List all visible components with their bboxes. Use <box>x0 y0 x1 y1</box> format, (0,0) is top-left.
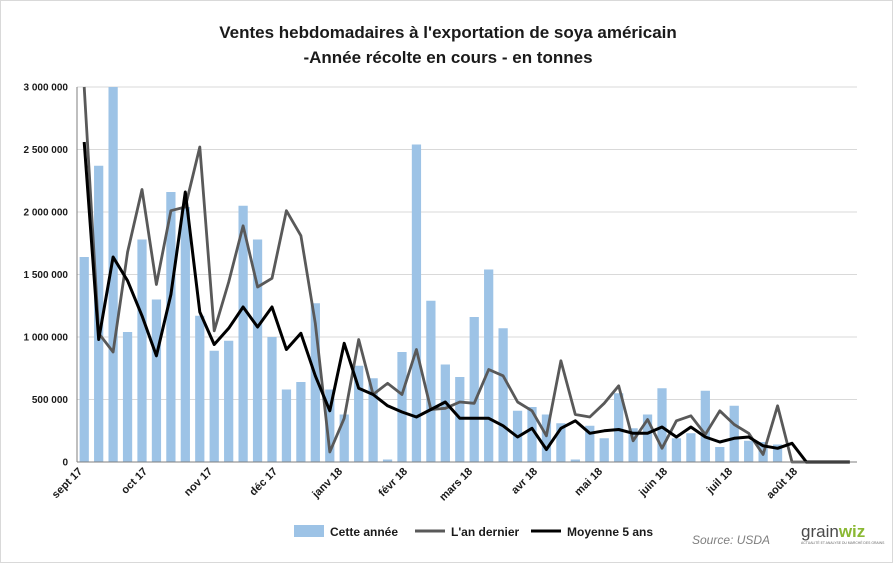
bar <box>151 299 162 462</box>
x-tick-label: oct 17 <box>119 466 150 497</box>
bar <box>744 440 754 462</box>
x-tick-label: mars 18 <box>437 466 475 504</box>
bar <box>585 425 595 462</box>
bar <box>411 144 422 462</box>
bar <box>339 414 349 462</box>
chart-title: Ventes hebdomadaires à l'exportation de … <box>219 23 677 42</box>
bar <box>108 87 118 462</box>
bars-cette-annee <box>79 87 783 462</box>
x-tick-label: déc 17 <box>247 466 280 499</box>
bar <box>484 269 494 462</box>
bar <box>469 317 479 462</box>
bar <box>180 207 190 462</box>
logo-tagline: ACTUALITÉ ET ANALYSE DU MARCHÉ DES GRAIN… <box>801 540 885 545</box>
bar <box>614 393 624 462</box>
x-tick-label: mai 18 <box>572 466 605 499</box>
x-tick-label: janv 18 <box>310 466 346 502</box>
line-moyenne-5-ans <box>82 141 850 464</box>
bar <box>671 438 682 462</box>
y-tick-label: 0 <box>62 458 68 469</box>
legend-label-cette-annee: Cette année <box>330 525 398 539</box>
bar <box>556 423 566 462</box>
bar <box>238 205 248 462</box>
y-tick-label: 1 000 000 <box>24 333 69 344</box>
bar <box>541 414 552 462</box>
gridlines <box>77 86 857 400</box>
x-tick-label: août 18 <box>764 466 800 502</box>
legend-label-moyenne-5-ans: Moyenne 5 ans <box>567 525 653 539</box>
axes <box>76 87 857 463</box>
bar <box>354 365 364 462</box>
bar <box>440 364 450 462</box>
x-tick-label: juil 18 <box>704 466 735 497</box>
x-tick-label: févr 18 <box>377 466 411 500</box>
bar <box>137 239 147 462</box>
bar <box>642 414 653 462</box>
bar <box>527 407 537 462</box>
bar <box>281 389 292 462</box>
bar <box>122 332 133 462</box>
x-axis-ticks: sept 17 oct 17 nov 17 déc 17 janv 18 févr 18 m… <box>50 466 800 504</box>
x-tick-label: avr 18 <box>509 466 540 497</box>
bar <box>657 388 667 462</box>
bar <box>382 459 393 462</box>
series-lines <box>82 86 850 464</box>
line-an-dernier <box>82 86 850 464</box>
bar <box>715 447 725 462</box>
logo-wordmark: grainwiz <box>801 522 865 541</box>
bar <box>166 192 176 462</box>
logo-part-wiz: wiz <box>838 522 865 541</box>
legend: Cette année L'an dernier Moyenne 5 ans <box>294 525 653 539</box>
x-tick-label: sept 17 <box>50 466 85 501</box>
x-tick-label: juin 18 <box>636 466 670 500</box>
bar <box>325 389 335 462</box>
bar <box>426 300 436 462</box>
y-tick-label: 1 500 000 <box>24 270 69 281</box>
legend-swatch-cette-annee <box>294 525 324 537</box>
bar <box>195 315 205 462</box>
bar <box>686 433 696 462</box>
bar <box>700 390 710 462</box>
bar <box>224 340 234 462</box>
bar <box>209 350 219 462</box>
bar <box>599 438 609 462</box>
bar <box>729 405 739 462</box>
x-tick-label: nov 17 <box>182 466 215 499</box>
legend-label-an-dernier: L'an dernier <box>451 525 520 539</box>
bar <box>296 382 306 462</box>
bar <box>310 303 320 462</box>
y-tick-label: 2 000 000 <box>24 208 69 219</box>
bar <box>79 257 89 462</box>
source-label: Source: USDA <box>692 533 770 547</box>
bar <box>397 352 407 462</box>
bar <box>267 337 277 462</box>
y-axis-ticks: 0 500 000 1 000 000 1 500 000 2 000 000 2 500… <box>24 83 69 469</box>
chart-subtitle: -Année récolte en cours - en tonnes <box>303 48 592 67</box>
logo-part-grain: grain <box>801 522 839 541</box>
y-tick-label: 2 500 000 <box>24 145 69 156</box>
bar <box>498 328 508 462</box>
bar <box>252 239 263 462</box>
y-tick-label: 500 000 <box>32 395 69 406</box>
grainwiz-logo: grainwiz ACTUALITÉ ET ANALYSE DU MARCHÉ … <box>801 522 885 545</box>
bar <box>628 428 638 462</box>
y-tick-label: 3 000 000 <box>24 83 69 94</box>
bar <box>570 459 580 462</box>
bar <box>368 378 378 462</box>
bar <box>772 444 783 462</box>
